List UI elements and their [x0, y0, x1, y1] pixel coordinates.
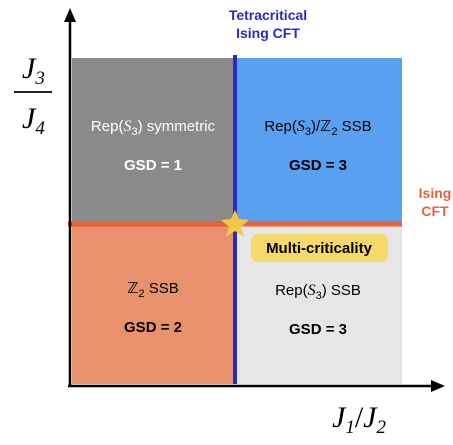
region-top-left	[72, 58, 235, 224]
region-top-right-label: Rep(S3)/ℤ2 SSB	[264, 117, 371, 138]
y-axis-arrow-icon	[64, 8, 76, 22]
x-axis-arrow-icon	[431, 380, 445, 392]
svg-text:J3: J3	[22, 52, 45, 89]
region-top-left-label: Rep(S3) symmetric	[91, 118, 216, 138]
region-bottom-right-label: Rep(S3) SSB	[275, 282, 361, 302]
region-bottom-left	[72, 224, 235, 384]
tetracritical-label: Tetracritical	[229, 7, 307, 23]
multicriticality-badge	[251, 234, 388, 262]
region-top-right-gsd: GSD = 3	[289, 157, 347, 174]
multicriticality-label: Multi-criticality	[266, 240, 373, 257]
svg-text:J4: J4	[22, 102, 45, 139]
region-bottom-left-label: ℤ2 SSB	[127, 279, 178, 300]
y-axis-label: J3 J4	[14, 52, 52, 139]
region-top-right	[235, 58, 402, 224]
ising-cft-label: Ising	[419, 185, 452, 201]
x-axis-label: J1/J2	[332, 401, 387, 438]
ising-cft-label-line2: CFT	[421, 203, 449, 219]
region-bottom-left-gsd: GSD = 2	[124, 319, 182, 336]
region-bottom-right-gsd: GSD = 3	[289, 321, 347, 338]
tetracritical-label-line2: Ising CFT	[236, 25, 300, 41]
multicriticality-star-icon	[221, 210, 249, 237]
region-top-left-gsd: GSD = 1	[124, 157, 182, 174]
